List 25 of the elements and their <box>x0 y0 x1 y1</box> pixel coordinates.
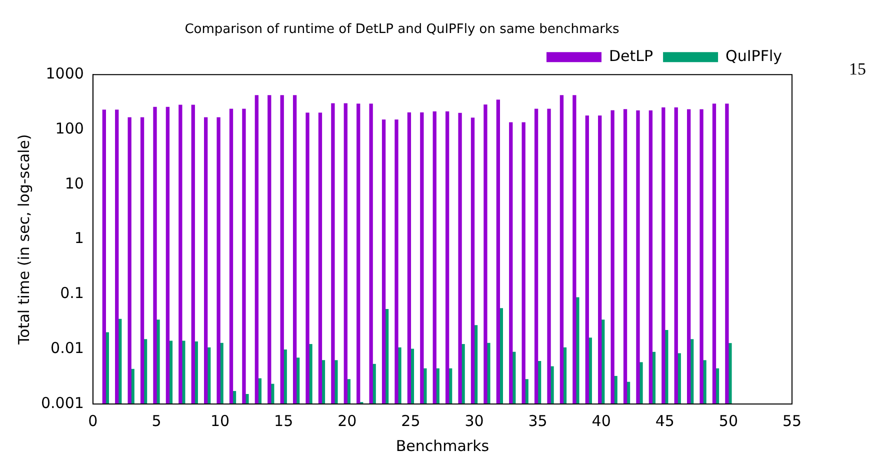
y-tick-label: 0.1 <box>60 284 84 302</box>
x-tick-label: 20 <box>338 412 357 430</box>
x-tick-label: 55 <box>782 412 802 430</box>
chart-title: Comparison of runtime of DetLP and QuIPFly on same benchmarks <box>184 22 620 38</box>
x-tick-label: 10 <box>210 412 230 430</box>
x-tick-label: 35 <box>528 412 548 430</box>
y-axis-title: Total time (in sec, log-scale) <box>14 134 33 346</box>
y-tick-label: 0.01 <box>50 338 84 357</box>
legend-label: DetLP <box>608 46 654 65</box>
x-tick-label: 40 <box>592 412 611 430</box>
y-tick-label: 1 <box>74 229 84 248</box>
x-tick-label: 5 <box>152 412 162 430</box>
x-tick-label: 30 <box>464 412 484 430</box>
x-axis-title: Benchmarks <box>396 436 490 455</box>
y-tick-label: 10 <box>64 174 84 192</box>
text: 15 <box>849 59 866 78</box>
x-tick-label: 0 <box>88 412 98 430</box>
y-tick-label: 1000 <box>46 64 84 82</box>
x-tick-label: 45 <box>655 412 674 430</box>
y-tick-label: 0.001 <box>40 394 84 412</box>
x-tick-label: 25 <box>401 412 420 430</box>
legend-label: QuIPFly <box>726 46 782 65</box>
y-tick-label: 100 <box>55 119 84 138</box>
x-tick-label: 50 <box>718 412 738 430</box>
x-tick-label: 15 <box>274 412 294 430</box>
